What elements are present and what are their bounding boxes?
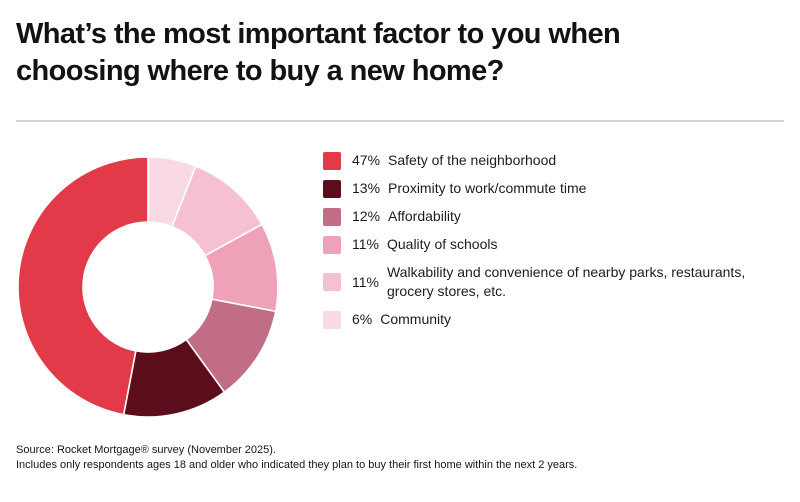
source-line: Source: Rocket Mortgage® survey (Novembe… bbox=[16, 444, 276, 456]
legend-item: 11% Walkability and convenience of nearb… bbox=[323, 263, 787, 301]
legend-color-swatch bbox=[323, 179, 341, 198]
source-line: Includes only respondents ages 18 and ol… bbox=[16, 459, 578, 471]
legend-percent: 11% bbox=[352, 273, 379, 290]
legend-label: Affordability bbox=[388, 208, 461, 224]
legend-item: 6% Community bbox=[323, 310, 787, 329]
legend-item: 11% Quality of schools bbox=[323, 235, 787, 254]
legend-item: 13% Proximity to work/commute time bbox=[323, 179, 787, 198]
page-title: What’s the most important factor to you … bbox=[16, 18, 621, 87]
legend-label: Safety of the neighborhood bbox=[388, 152, 557, 168]
legend-label: Walkability and convenience of nearby pa… bbox=[386, 264, 746, 299]
legend-color-swatch bbox=[323, 310, 341, 329]
legend-color-swatch bbox=[323, 273, 341, 291]
legend-item: 47% Safety of the neighborhood bbox=[323, 151, 787, 170]
legend-percent: 12% bbox=[352, 208, 381, 224]
legend-color-swatch bbox=[323, 151, 341, 170]
donut-slice bbox=[17, 156, 149, 416]
legend-label: Quality of schools bbox=[386, 236, 498, 252]
legend-color-swatch bbox=[323, 235, 341, 254]
legend-color-swatch bbox=[323, 207, 341, 226]
legend-percent: 6% bbox=[352, 311, 373, 327]
legend-percent: 47% bbox=[352, 152, 381, 168]
legend-percent: 13% bbox=[352, 180, 381, 196]
donut-chart-svg bbox=[17, 156, 279, 418]
legend-label: Proximity to work/commute time bbox=[388, 180, 587, 196]
legend-label: Community bbox=[380, 311, 452, 327]
legend-percent: 11% bbox=[352, 236, 379, 252]
chart-legend: 47% Safety of the neighborhood 13% Proxi… bbox=[323, 151, 787, 329]
legend-item: 12% Affordability bbox=[323, 207, 787, 226]
title-divider bbox=[16, 120, 784, 122]
donut-chart bbox=[7, 146, 289, 428]
source-note: Source: Rocket Mortgage® survey (Novembe… bbox=[16, 443, 786, 473]
